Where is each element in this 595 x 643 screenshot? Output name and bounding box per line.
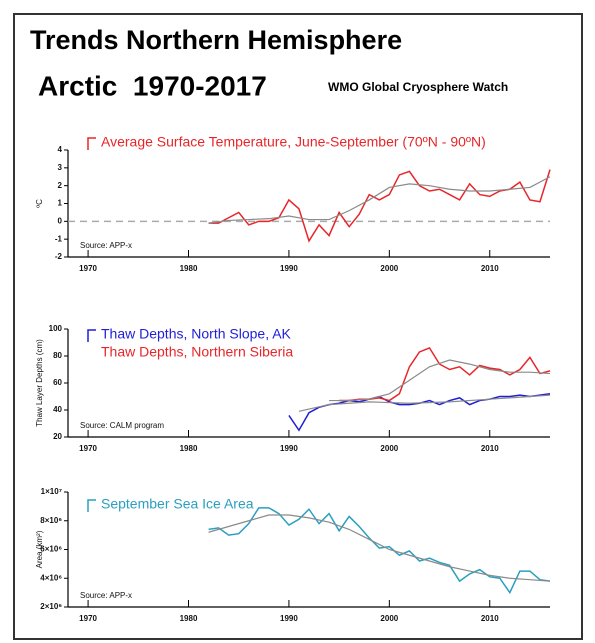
x-tick-label: 1970	[79, 264, 97, 273]
x-tick-label: 1990	[280, 614, 298, 623]
legend-bracket	[87, 499, 96, 512]
x-tick-label: 2000	[380, 264, 398, 273]
frame	[13, 13, 583, 640]
data-line	[208, 514, 551, 582]
x-tick-label: 1970	[79, 444, 97, 453]
y-tick-label: 2×10⁶	[40, 602, 62, 611]
y-tick-label: 2	[58, 181, 63, 190]
credit: WMO Global Cryosphere Watch	[328, 80, 508, 94]
legend-bracket	[87, 137, 96, 150]
data-line	[208, 176, 551, 224]
x-tick-label: 2000	[380, 444, 398, 453]
y-tick-label: -2	[55, 252, 63, 261]
x-tick-label: 2000	[380, 614, 398, 623]
y-tick-label: 6×10⁶	[40, 545, 62, 554]
y-tick-label: 4	[58, 145, 63, 154]
legend-label: Thaw Depths, Northern Siberia	[101, 344, 293, 360]
y-tick-label: 4×10⁶	[40, 573, 62, 582]
data-line	[298, 394, 551, 412]
data-line	[329, 359, 551, 402]
data-line	[208, 169, 551, 243]
y-tick-label: 20	[53, 432, 62, 441]
y-tick-label: 40	[53, 405, 62, 414]
source-note: Source: APP-x	[80, 241, 132, 250]
page-subtitle: Arctic 1970-2017	[38, 70, 267, 101]
y-tick-label: 1×10⁷	[41, 487, 62, 496]
source-note: Source: APP-x	[80, 591, 132, 600]
y-tick-label: 8×10⁶	[40, 516, 62, 525]
y-axis-label: Area (km²)	[35, 530, 44, 568]
source-note: Source: CALM program	[80, 421, 164, 430]
page-title: Trends Northern Hemisphere	[30, 25, 402, 55]
legend-label: Thaw Depths, North Slope, AK	[101, 326, 292, 342]
y-tick-label: 100	[49, 324, 63, 333]
legend-label: September Sea Ice Area	[101, 496, 254, 512]
y-tick-label: 80	[53, 351, 62, 360]
y-tick-label: 3	[58, 163, 63, 172]
x-tick-label: 1990	[280, 264, 298, 273]
y-axis-label: ºC	[35, 199, 44, 208]
x-tick-label: 2010	[481, 264, 499, 273]
y-tick-label: 0	[58, 216, 63, 225]
x-tick-label: 1980	[180, 444, 198, 453]
y-axis-label: Thaw Layer Depths (cm)	[35, 339, 44, 427]
x-tick-label: 1970	[79, 614, 97, 623]
legend-bracket	[87, 329, 96, 342]
legend-label: Average Surface Temperature, June-Septem…	[101, 134, 486, 150]
data-line	[208, 507, 551, 595]
y-tick-label: -1	[55, 234, 63, 243]
x-tick-label: 2010	[481, 444, 499, 453]
y-tick-label: 1	[58, 199, 63, 208]
x-tick-label: 2010	[481, 614, 499, 623]
x-tick-label: 1980	[180, 264, 198, 273]
y-tick-label: 60	[53, 378, 62, 387]
x-tick-label: 1980	[180, 614, 198, 623]
x-tick-label: 1990	[280, 444, 298, 453]
